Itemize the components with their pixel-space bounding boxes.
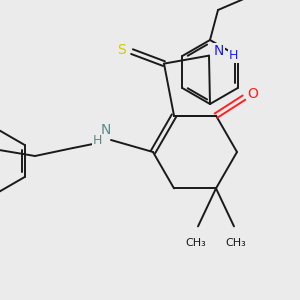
Text: S: S: [118, 43, 126, 57]
Text: H: H: [92, 134, 102, 146]
Text: N: N: [101, 123, 111, 137]
Text: CH₃: CH₃: [186, 238, 206, 248]
Text: CH₃: CH₃: [226, 238, 246, 248]
Text: H: H: [229, 49, 238, 62]
Text: N: N: [214, 44, 224, 58]
Text: O: O: [248, 87, 258, 100]
